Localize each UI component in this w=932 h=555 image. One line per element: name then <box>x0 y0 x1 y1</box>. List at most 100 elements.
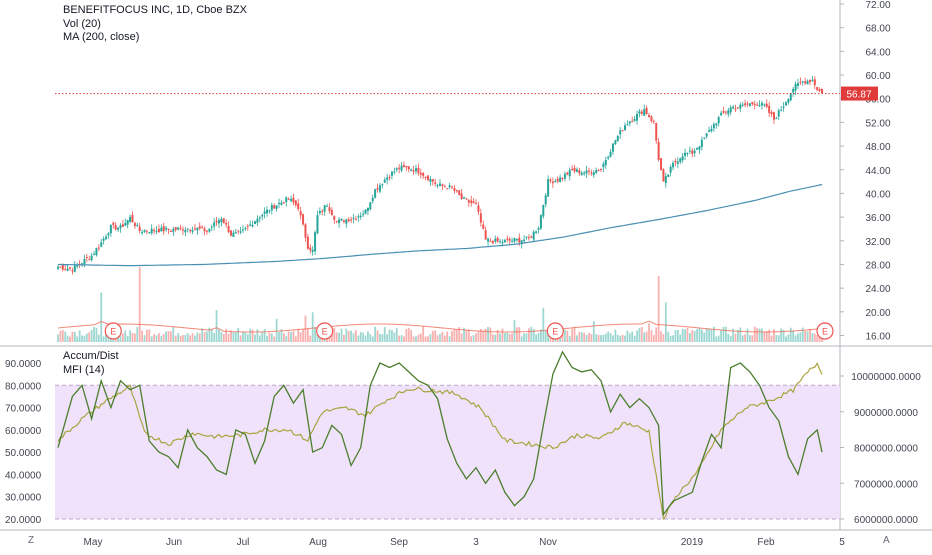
volume-bar <box>129 330 131 342</box>
candle-body <box>162 226 165 232</box>
volume-bar <box>162 333 165 342</box>
candle-body <box>302 214 305 225</box>
scale-button-right[interactable]: A <box>883 535 890 546</box>
candle-body <box>352 217 355 219</box>
volume-bar <box>676 330 679 342</box>
volume-bar <box>263 329 266 342</box>
volume-bar <box>362 332 365 342</box>
volume-bar <box>811 333 814 342</box>
candle-body <box>263 211 266 214</box>
candle-body <box>270 205 273 211</box>
candlestick-series <box>57 75 823 275</box>
volume-bar <box>501 328 504 342</box>
candle-body <box>203 228 206 232</box>
candle-body <box>299 211 302 216</box>
price-tick-label: 16.00 <box>865 332 890 343</box>
candle-body <box>614 140 617 145</box>
volume-bar <box>564 329 566 342</box>
candle-body <box>83 258 86 265</box>
candle-body <box>748 103 751 107</box>
candle-body <box>760 102 763 106</box>
candle-body <box>381 184 384 186</box>
candle-body <box>390 171 393 176</box>
candle-body <box>796 83 799 86</box>
volume-bar <box>737 329 739 342</box>
volume-bar <box>239 335 242 342</box>
volume-bar <box>95 327 98 342</box>
last-price-badge <box>841 86 878 101</box>
candle-body <box>633 119 636 122</box>
candle-body <box>258 217 261 219</box>
candle-body <box>220 218 223 223</box>
volume-bar <box>607 331 610 342</box>
candle-body <box>186 228 189 230</box>
volume-bar <box>136 327 139 342</box>
candle-body <box>419 172 422 175</box>
candle-body <box>191 230 194 232</box>
price-tick-label: 36.00 <box>865 213 890 224</box>
candle-body <box>316 215 319 234</box>
candle-body <box>758 104 761 106</box>
candle-body <box>811 79 814 81</box>
candle-body <box>160 227 163 232</box>
volume-bar <box>424 336 427 342</box>
candle-body <box>371 197 374 202</box>
volume-bar <box>674 330 677 342</box>
volume-bar <box>182 335 184 342</box>
volume-bar <box>600 335 602 342</box>
candle-body <box>210 226 213 228</box>
volume-bar <box>708 329 710 342</box>
scale-button-left[interactable]: Z <box>28 535 35 546</box>
volume-bar <box>626 330 629 342</box>
volume-bar <box>220 331 223 342</box>
candle-body <box>57 266 59 269</box>
candle-body <box>611 143 614 152</box>
volume-bar <box>170 331 172 342</box>
volume-bar <box>573 326 576 342</box>
volume-bar <box>453 329 456 342</box>
candle-body <box>412 170 415 172</box>
volume-bar <box>588 332 590 342</box>
candle-body <box>64 269 67 271</box>
candle-body <box>520 240 523 244</box>
volume-bar <box>753 326 756 342</box>
volume-bar <box>249 328 252 342</box>
candle-body <box>686 153 689 155</box>
candle-body <box>121 224 124 227</box>
volume-bar <box>292 331 295 342</box>
volume-bar <box>705 327 708 342</box>
ad-tick-label: 10000000.0000 <box>851 372 921 383</box>
mfi-tick-label: 40.0000 <box>5 470 42 481</box>
volume-bar <box>631 331 634 342</box>
volume-bar <box>648 323 650 342</box>
volume-bar <box>734 333 737 342</box>
candle-body <box>114 225 117 230</box>
volume-bar <box>640 327 643 342</box>
volume-bar <box>143 335 146 342</box>
volume-bar <box>206 331 208 342</box>
volume-bar <box>436 335 439 342</box>
volume-bar <box>100 292 103 342</box>
volume-bar <box>124 330 127 342</box>
volume-bar <box>376 330 379 342</box>
time-tick-label: 5 <box>839 537 845 548</box>
candle-body <box>290 198 293 202</box>
mfi-tick-label: 20.0000 <box>5 515 42 526</box>
candle-body <box>426 175 429 180</box>
candle-body <box>285 197 288 202</box>
candle-body <box>222 218 225 224</box>
volume-bar <box>443 335 446 342</box>
volume-bar <box>309 335 312 342</box>
candle-body <box>208 228 211 232</box>
volume-bar <box>527 328 530 342</box>
candle-body <box>364 209 367 214</box>
volume-bar <box>299 332 302 342</box>
candle-body <box>756 104 759 106</box>
candle-body <box>537 228 540 230</box>
candle-body <box>150 228 153 234</box>
candle-body <box>434 182 437 184</box>
candle-body <box>323 205 326 212</box>
candle-body <box>676 161 679 164</box>
